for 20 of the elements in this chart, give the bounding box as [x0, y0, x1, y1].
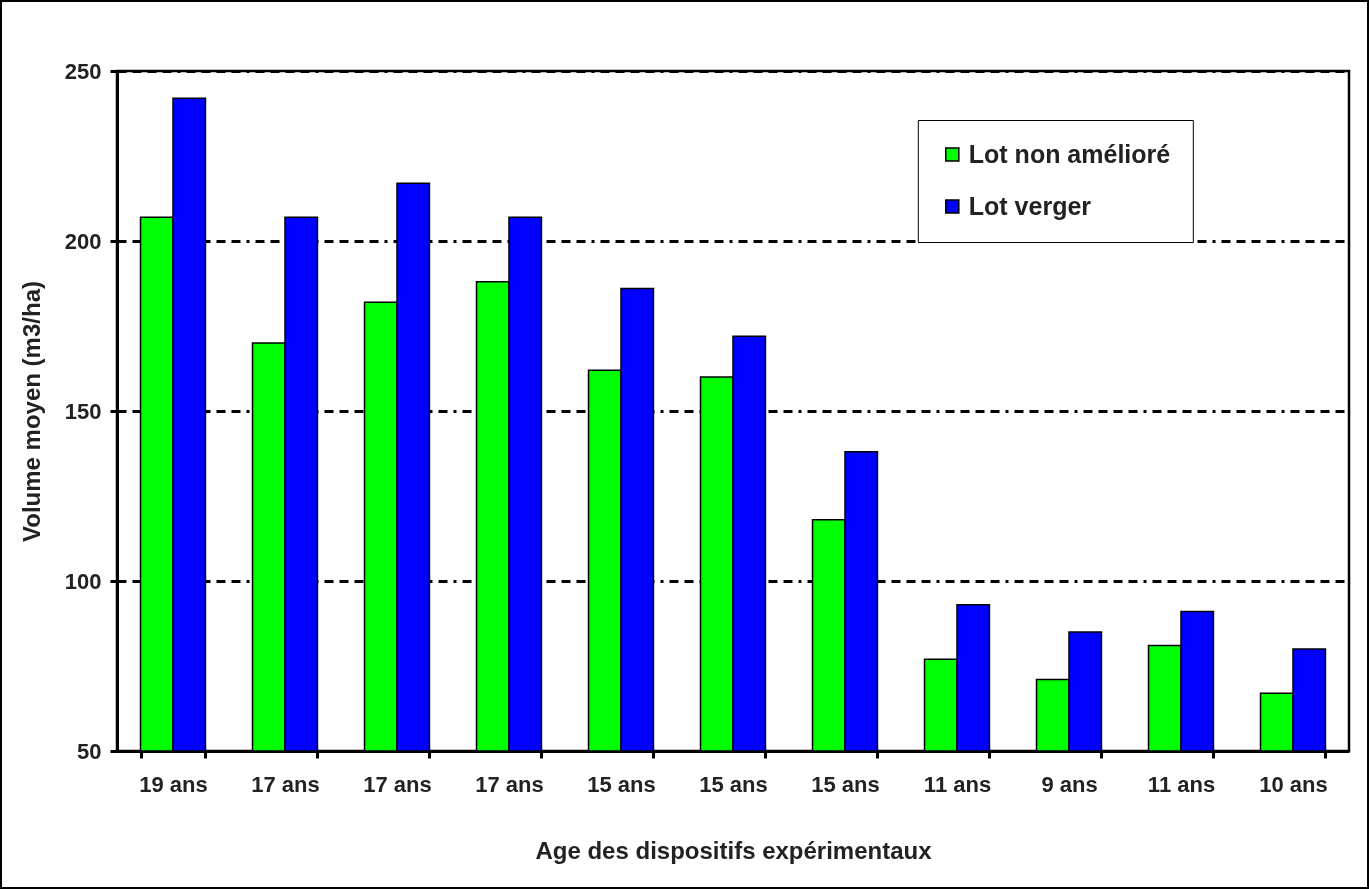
x-tick-label: 10 ans	[1259, 771, 1328, 797]
y-tick-label: 100	[64, 568, 102, 594]
x-tick-label: 15 ans	[811, 771, 880, 797]
x-tick-label: 19 ans	[139, 771, 208, 797]
y-tick-label: 150	[64, 398, 102, 424]
x-axis-title: Age des dispositifs expérimentaux	[535, 836, 933, 864]
y-tick-label: 200	[64, 228, 102, 254]
x-tick-label: 11 ans	[1147, 771, 1216, 797]
x-tick-label: 15 ans	[699, 771, 768, 797]
x-tick-label: 15 ans	[587, 771, 656, 797]
x-tick-label: 17 ans	[363, 771, 432, 797]
x-tick-label: 17 ans	[475, 771, 544, 797]
legend-label: Lot verger	[968, 191, 1092, 220]
x-tick-label: 9 ans	[1041, 771, 1098, 797]
y-tick-label: 50	[77, 738, 102, 764]
y-tick-label: 250	[64, 58, 102, 84]
legend-label: Lot non amélioré	[968, 139, 1171, 168]
y-axis-title: Volume moyen (m3/ha)	[17, 281, 45, 542]
x-tick-label: 17 ans	[251, 771, 320, 797]
x-tick-label: 11 ans	[923, 771, 992, 797]
